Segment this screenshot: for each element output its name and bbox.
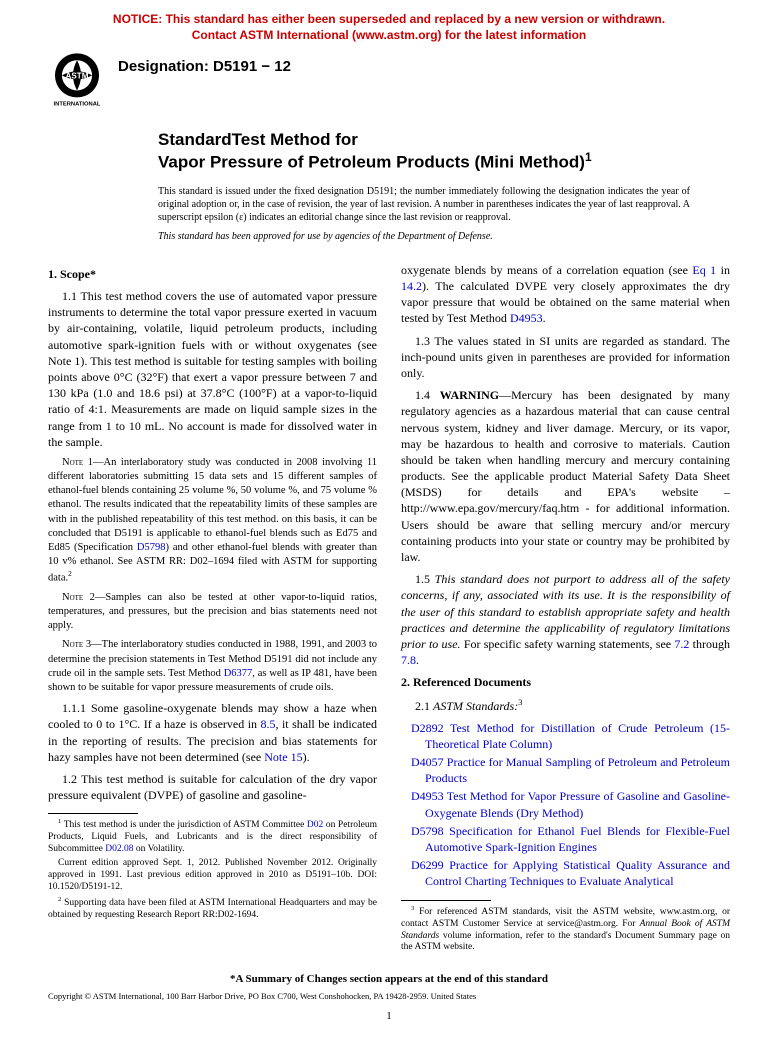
ref-list: D2892 Test Method for Distillation of Cr… bbox=[401, 720, 730, 890]
para-1-2-b: oxygenate blends by means of a correlati… bbox=[401, 262, 730, 327]
svg-text:ASTM: ASTM bbox=[66, 71, 89, 80]
footnote-1: 1 This test method is under the jurisdic… bbox=[48, 818, 377, 856]
para-1-3: 1.3 The values stated in SI units are re… bbox=[401, 333, 730, 382]
footnote-1b: Current edition approved Sept. 1, 2012. … bbox=[48, 858, 377, 894]
footnote-2: 2 Supporting data have been filed at AST… bbox=[48, 896, 377, 922]
header-row: ASTM INTERNATIONAL Designation: D5191 − … bbox=[48, 51, 730, 109]
ref-item[interactable]: D4057 Practice for Manual Sampling of Pe… bbox=[401, 754, 730, 786]
para-1-4: 1.4 WARNING—Mercury has been designated … bbox=[401, 387, 730, 565]
ref-item[interactable]: D6299 Practice for Applying Statistical … bbox=[401, 857, 730, 889]
left-column: 1. Scope* 1.1 This test method covers th… bbox=[48, 262, 377, 956]
changes-note: *A Summary of Changes section appears at… bbox=[48, 972, 730, 987]
title-block: StandardTest Method for Vapor Pressure o… bbox=[158, 129, 730, 173]
page-number: 1 bbox=[48, 1009, 730, 1024]
note-2: Note 2—Samples can also be tested at oth… bbox=[48, 591, 377, 634]
note-1: Note 1—An interlaboratory study was cond… bbox=[48, 456, 377, 586]
ref-item[interactable]: D2892 Test Method for Distillation of Cr… bbox=[401, 720, 730, 752]
dod-approval: This standard has been approved for use … bbox=[158, 230, 730, 244]
para-1-5: 1.5 This standard does not purport to ad… bbox=[401, 571, 730, 668]
refs-heading: 2. Referenced Documents bbox=[401, 674, 730, 690]
footnote-rule-left bbox=[48, 813, 138, 814]
ref-item[interactable]: D5798 Specification for Ethanol Fuel Ble… bbox=[401, 823, 730, 855]
svg-text:INTERNATIONAL: INTERNATIONAL bbox=[54, 102, 101, 108]
issuance-note: This standard is issued under the fixed … bbox=[158, 185, 730, 224]
title-label: StandardTest Method for bbox=[158, 129, 730, 150]
ref-item[interactable]: D4953 Test Method for Vapor Pressure of … bbox=[401, 788, 730, 820]
copyright-line: Copyright © ASTM International, 100 Barr… bbox=[48, 991, 730, 1002]
title-main: Vapor Pressure of Petroleum Products (Mi… bbox=[158, 150, 730, 173]
right-column: oxygenate blends by means of a correlati… bbox=[401, 262, 730, 956]
para-1-1-1: 1.1.1 Some gasoline-oxygenate blends may… bbox=[48, 700, 377, 765]
para-1-2-a: 1.2 This test method is suitable for cal… bbox=[48, 771, 377, 803]
note-3: Note 3—The interlaboratory studies condu… bbox=[48, 638, 377, 695]
page: NOTICE: This standard has either been su… bbox=[0, 0, 778, 1043]
notice-banner: NOTICE: This standard has either been su… bbox=[48, 12, 730, 43]
footnote-3: 3 For referenced ASTM standards, visit t… bbox=[401, 905, 730, 955]
scope-heading: 1. Scope* bbox=[48, 266, 377, 282]
body-columns: 1. Scope* 1.1 This test method covers th… bbox=[48, 262, 730, 956]
refs-sub: 2.1 ASTM Standards:3 bbox=[401, 697, 730, 714]
para-1-1: 1.1 This test method covers the use of a… bbox=[48, 288, 377, 450]
notice-line2: Contact ASTM International (www.astm.org… bbox=[192, 28, 586, 42]
notice-line1: NOTICE: This standard has either been su… bbox=[113, 12, 665, 26]
designation: Designation: D5191 − 12 bbox=[118, 51, 291, 77]
footnote-rule-right bbox=[401, 900, 491, 901]
astm-logo: ASTM INTERNATIONAL bbox=[48, 51, 106, 109]
